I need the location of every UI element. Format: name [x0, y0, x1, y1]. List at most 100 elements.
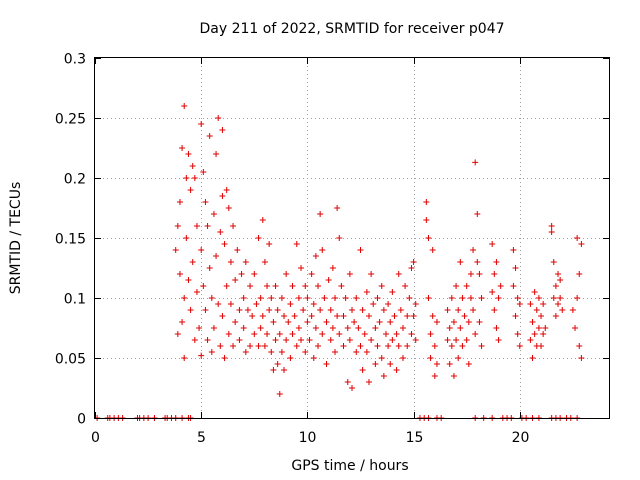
data-point: [516, 301, 523, 307]
data-point: [210, 211, 217, 217]
data-point: [304, 319, 311, 325]
data-point: [399, 355, 406, 361]
data-point: [185, 277, 192, 283]
data-point: [467, 271, 474, 277]
data-point: [453, 283, 460, 289]
data-point: [206, 133, 213, 139]
data-point: [395, 271, 402, 277]
data-point: [474, 211, 481, 217]
data-point: [196, 325, 203, 331]
data-point: [225, 205, 232, 211]
data-point: [433, 319, 440, 325]
data-point: [552, 313, 559, 319]
data-point: [287, 355, 294, 361]
data-point: [210, 325, 217, 331]
data-point: [213, 151, 220, 157]
data-point: [283, 337, 290, 343]
data-point: [527, 301, 534, 307]
data-point: [542, 325, 549, 331]
data-point: [204, 223, 211, 229]
data-point: [412, 337, 419, 343]
data-point: [372, 361, 379, 367]
data-point: [247, 283, 254, 289]
plot-frame: [94, 57, 610, 419]
data-point: [548, 223, 555, 229]
data-point: [478, 295, 485, 301]
data-point: [467, 295, 474, 301]
data-point: [198, 247, 205, 253]
data-point: [472, 159, 479, 166]
data-point: [385, 301, 392, 307]
data-point: [389, 337, 396, 343]
data-point: [215, 301, 222, 307]
markers: [94, 103, 585, 421]
data-point: [457, 259, 464, 265]
y-tick-label: 0.15: [55, 232, 86, 248]
data-point: [427, 331, 434, 337]
data-point: [576, 343, 583, 349]
data-point: [555, 271, 562, 277]
data-point: [393, 367, 400, 373]
data-point: [578, 241, 585, 247]
data-point: [329, 265, 336, 271]
data-point: [183, 175, 190, 181]
data-point: [431, 343, 438, 349]
data-point: [552, 283, 559, 289]
data-point: [533, 307, 540, 313]
data-point: [529, 319, 536, 325]
data-point: [510, 247, 517, 253]
data-point: [242, 259, 249, 265]
data-point: [251, 331, 258, 337]
data-point: [446, 361, 453, 367]
data-point: [457, 325, 464, 331]
data-point: [230, 343, 237, 349]
data-point: [208, 295, 215, 301]
data-point: [191, 337, 198, 343]
data-point: [285, 319, 292, 325]
data-point: [535, 325, 542, 331]
data-point: [187, 187, 194, 193]
data-point: [336, 235, 343, 241]
data-point: [365, 313, 372, 319]
data-point: [510, 283, 517, 289]
data-point: [368, 337, 375, 343]
data-point: [357, 343, 364, 349]
data-point: [357, 247, 364, 253]
data-point: [474, 259, 481, 265]
data-point: [410, 313, 417, 319]
data-point: [242, 349, 249, 355]
data-point: [489, 289, 496, 295]
data-point: [172, 247, 179, 253]
data-point: [308, 271, 315, 277]
data-point: [276, 391, 283, 397]
data-point: [514, 295, 521, 301]
data-point: [374, 295, 381, 301]
data-point: [412, 301, 419, 307]
data-point: [202, 199, 209, 205]
data-point: [465, 319, 472, 325]
data-point: [261, 343, 268, 349]
data-point: [351, 319, 358, 325]
data-point: [181, 355, 188, 361]
data-point: [221, 355, 228, 361]
y-tick-label: 0: [77, 412, 86, 428]
data-point: [255, 235, 262, 241]
data-point: [200, 283, 207, 289]
data-point: [185, 151, 192, 157]
data-point: [287, 301, 294, 307]
data-point: [293, 241, 300, 247]
data-point: [317, 307, 324, 313]
data-point: [495, 295, 502, 301]
data-point: [374, 343, 381, 349]
data-point: [514, 331, 521, 337]
data-point: [378, 355, 385, 361]
data-point: [176, 271, 183, 277]
data-point: [249, 313, 256, 319]
data-point: [557, 277, 564, 283]
data-point: [378, 283, 385, 289]
data-point: [448, 295, 455, 301]
x-tick-label: 5: [197, 430, 206, 446]
data-point: [312, 253, 319, 259]
data-point: [213, 253, 220, 259]
data-point: [257, 295, 264, 301]
